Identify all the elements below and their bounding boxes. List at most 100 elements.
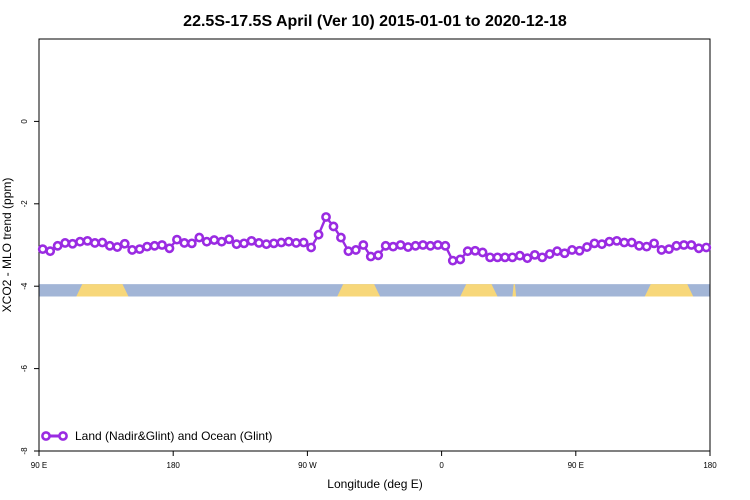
data-point bbox=[142, 241, 153, 252]
data-point bbox=[679, 240, 689, 250]
data-point bbox=[328, 221, 339, 232]
data-point bbox=[574, 245, 585, 256]
land-segment bbox=[337, 284, 381, 297]
data-point bbox=[157, 240, 167, 250]
legend-marker bbox=[58, 431, 68, 441]
data-point bbox=[365, 251, 376, 262]
data-point bbox=[283, 236, 294, 247]
data-point bbox=[440, 240, 451, 251]
data-point bbox=[671, 240, 682, 251]
data-point bbox=[164, 243, 175, 254]
data-point bbox=[395, 240, 406, 250]
data-point bbox=[619, 237, 630, 248]
data-point bbox=[641, 241, 652, 252]
data-point bbox=[418, 240, 428, 250]
data-point bbox=[634, 240, 645, 251]
data-point bbox=[693, 243, 704, 254]
data-point bbox=[186, 238, 197, 249]
data-point bbox=[313, 229, 324, 240]
data-point bbox=[425, 240, 436, 251]
data-point bbox=[410, 240, 421, 251]
land-segment bbox=[76, 284, 129, 297]
data-point bbox=[537, 252, 548, 263]
y-axis-label: XCO2 - MLO trend (ppm) bbox=[0, 178, 14, 313]
data-point bbox=[261, 239, 272, 250]
x-tick-label: 90 E bbox=[568, 461, 584, 470]
data-point bbox=[611, 235, 622, 246]
data-point bbox=[172, 234, 182, 245]
land-segment bbox=[512, 284, 517, 297]
data-point bbox=[246, 235, 257, 246]
data-point bbox=[500, 252, 510, 263]
data-point bbox=[231, 239, 242, 250]
y-tick-label: -8 bbox=[20, 447, 29, 455]
data-point bbox=[75, 236, 85, 247]
data-point bbox=[701, 242, 712, 253]
x-tick-label: 90 W bbox=[298, 461, 317, 470]
data-point bbox=[686, 240, 697, 250]
data-point bbox=[485, 252, 495, 263]
data-point bbox=[403, 242, 413, 252]
data-point bbox=[380, 240, 391, 251]
data-point bbox=[209, 235, 220, 245]
data-point bbox=[507, 252, 518, 263]
data-point bbox=[45, 246, 56, 257]
x-tick-label: 90 E bbox=[31, 461, 47, 470]
data-point bbox=[567, 245, 577, 255]
data-point bbox=[60, 238, 70, 248]
x-axis-label: Longitude (deg E) bbox=[327, 477, 422, 491]
series-layer bbox=[37, 212, 712, 266]
data-point bbox=[67, 238, 78, 249]
data-point bbox=[604, 236, 615, 247]
data-point bbox=[373, 250, 384, 261]
data-point bbox=[239, 238, 249, 249]
data-point bbox=[552, 246, 563, 257]
x-tick-label: 180 bbox=[703, 461, 717, 470]
data-point bbox=[306, 242, 317, 253]
data-point bbox=[350, 245, 361, 255]
data-point bbox=[462, 246, 473, 257]
data-point bbox=[194, 232, 205, 243]
y-tick-label: -4 bbox=[20, 282, 29, 290]
legend-label: Land (Nadir&Glint) and Ocean (Glint) bbox=[75, 429, 272, 443]
data-point bbox=[664, 244, 674, 255]
data-point bbox=[216, 236, 227, 247]
data-point bbox=[291, 238, 302, 248]
data-point bbox=[455, 254, 466, 265]
data-point bbox=[52, 240, 63, 251]
data-point bbox=[656, 245, 667, 255]
data-point bbox=[268, 238, 279, 249]
data-point bbox=[119, 238, 130, 249]
data-point bbox=[522, 253, 533, 264]
data-point bbox=[134, 244, 145, 255]
data-point bbox=[544, 249, 555, 259]
data-point bbox=[276, 237, 287, 248]
data-point bbox=[112, 242, 123, 252]
data-point bbox=[432, 240, 443, 250]
data-point bbox=[149, 240, 160, 251]
data-point bbox=[179, 238, 190, 248]
data-point bbox=[321, 212, 331, 222]
chart-title: 22.5S-17.5S April (Ver 10) 2015-01-01 to… bbox=[183, 13, 567, 30]
data-point bbox=[90, 238, 100, 248]
land-segment bbox=[460, 284, 498, 297]
data-point bbox=[358, 240, 369, 250]
legend-marker bbox=[41, 431, 51, 441]
data-point bbox=[470, 245, 481, 256]
data-point bbox=[343, 246, 354, 257]
data-point bbox=[82, 235, 93, 246]
data-point bbox=[336, 232, 346, 243]
x-tick-label: 180 bbox=[167, 461, 181, 470]
data-point bbox=[201, 236, 212, 247]
data-point bbox=[582, 242, 592, 252]
data-point bbox=[492, 252, 503, 263]
y-tick-label: -6 bbox=[20, 364, 29, 372]
y-tick-label: -2 bbox=[20, 200, 29, 208]
y-axis: 0 -2 -4 -6 -8 bbox=[20, 119, 39, 455]
data-point bbox=[388, 241, 399, 252]
data-point bbox=[477, 247, 488, 258]
data-point bbox=[626, 237, 637, 248]
data-point bbox=[97, 237, 108, 248]
legend: Land (Nadir&Glint) and Ocean (Glint) bbox=[41, 429, 272, 443]
